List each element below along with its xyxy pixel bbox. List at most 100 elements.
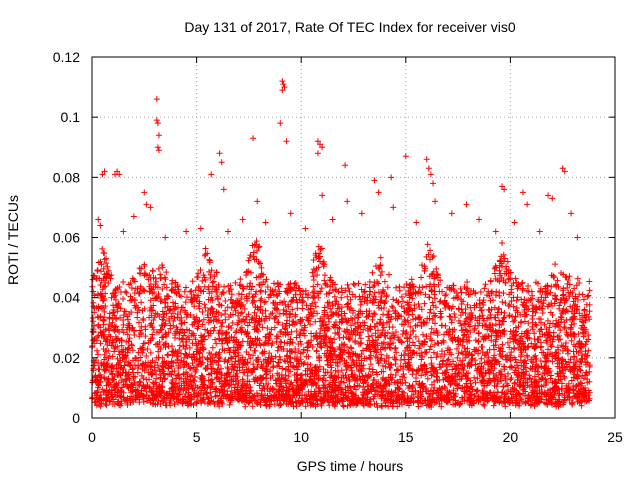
data-point [393,284,400,291]
data-point [478,355,485,362]
data-point [351,282,358,289]
data-point [377,254,384,261]
data-point [95,366,102,373]
data-point [239,309,246,316]
data-point [101,256,108,263]
data-point [300,346,307,353]
data-point [318,285,325,292]
data-point [287,354,294,361]
data-point [418,356,425,363]
data-point [251,365,258,372]
data-point [241,369,248,376]
data-point [117,305,124,312]
data-point [491,270,498,277]
data-point [490,297,497,304]
data-point [267,311,274,318]
data-point [551,354,558,361]
data-point [178,320,185,327]
data-point [315,243,322,250]
data-point [310,294,317,301]
data-point [506,344,513,351]
data-point [402,291,409,298]
data-point [111,293,118,300]
data-point [229,319,236,326]
data-point [221,310,228,317]
data-point [270,363,277,370]
data-point [448,336,455,343]
data-point [271,324,278,331]
data-point [436,298,443,305]
data-point [474,375,481,382]
data-point [507,335,514,342]
data-point [346,350,353,357]
data-point [125,375,132,382]
data-point [211,324,218,331]
data-point [162,304,169,311]
data-point [558,310,565,317]
data-point [413,378,420,385]
data-point [389,324,396,331]
data-point [392,344,399,351]
data-point [513,305,520,312]
data-point [287,359,294,366]
data-point [382,363,389,370]
data-point [117,314,124,321]
data-point [350,280,357,287]
data-point [428,354,435,361]
data-point [586,287,593,294]
data-point [128,284,135,291]
data-point [138,299,145,306]
data-point [192,336,199,343]
data-point [164,352,171,359]
data-point [287,310,294,317]
data-point [518,373,525,380]
data-point [380,311,387,318]
data-point [253,274,260,281]
data-point [507,376,514,383]
data-point [212,336,219,343]
data-point [375,378,382,385]
data-point [441,331,448,338]
data-point [534,280,541,287]
data-point [427,306,434,313]
data-point [257,288,264,295]
data-point [496,292,503,299]
data-point [286,311,293,318]
data-point [567,356,574,363]
data-point [244,329,251,336]
data-point [513,297,520,304]
data-point [440,357,447,364]
data-point [143,392,150,399]
data-point [189,360,196,367]
data-point [435,340,442,347]
data-point [294,305,301,312]
data-point [442,292,449,299]
data-point [376,266,383,273]
data-point [402,348,409,355]
data-point [439,360,446,367]
data-point [117,393,124,400]
data-point [205,286,212,293]
data-point [245,351,252,358]
data-point [340,334,347,341]
data-point [148,363,155,370]
data-point [512,356,519,363]
data-point [278,339,285,346]
data-point [262,298,269,305]
data-point [367,288,374,295]
data-point [499,341,506,348]
data-point [464,286,471,293]
data-point [384,284,391,291]
data-point [418,274,425,281]
data-point [388,362,395,369]
data-point [129,347,136,354]
data-point [95,351,102,358]
data-point [217,365,224,372]
data-point [407,289,414,296]
data-point [325,303,332,310]
data-point [508,298,515,305]
data-point [222,316,229,323]
data-point [221,358,228,365]
data-point [428,287,435,294]
data-point [518,318,525,325]
